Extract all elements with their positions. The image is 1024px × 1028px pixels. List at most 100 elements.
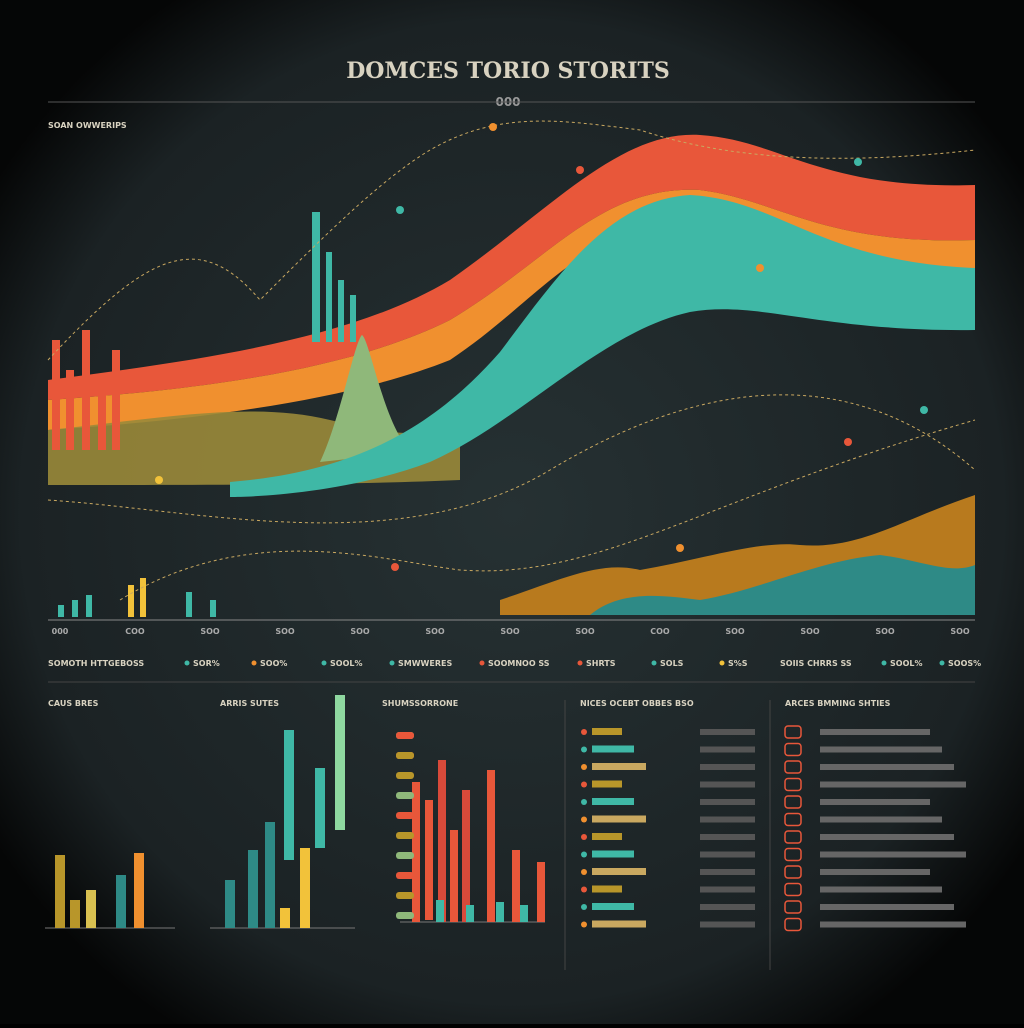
legend-swatch <box>479 660 485 666</box>
row-bar <box>592 850 634 858</box>
row-dot <box>581 764 587 770</box>
legend-label: SHRTS <box>586 659 616 668</box>
legend-swatch <box>939 660 945 666</box>
row-bar <box>700 816 755 823</box>
axis-label: SOO <box>425 627 445 636</box>
axis-label: SOO <box>275 627 295 636</box>
trend-line <box>47 394 976 524</box>
legend-label: SOOS% <box>948 659 981 668</box>
axis-label: SOO <box>350 627 370 636</box>
row-dot <box>581 781 587 788</box>
axis-label: SOO <box>800 627 820 636</box>
row-chip <box>784 917 802 932</box>
row-bar <box>592 920 646 928</box>
row-bar <box>592 885 622 893</box>
legend-label: SMWWERES <box>398 659 452 668</box>
legend-label: SOMOTH HTTGEBOSS <box>48 659 144 668</box>
legend-swatch <box>184 660 190 666</box>
row-chip <box>784 847 802 862</box>
axis-label: SOO <box>200 627 220 636</box>
legend-label: SOOMNOO SS <box>488 659 550 668</box>
legend-label: SOIIS CHRRS SS <box>780 659 852 668</box>
legend-swatch <box>251 660 257 666</box>
row-dot <box>581 921 587 928</box>
legend-swatch <box>881 660 887 666</box>
legend-label: SOOL% <box>890 659 922 668</box>
row-bar <box>592 815 646 823</box>
row-chip <box>784 865 802 879</box>
row-bar <box>592 745 634 753</box>
row-bar <box>396 732 414 739</box>
row-bar <box>820 816 942 823</box>
row-bar <box>396 892 414 899</box>
legend-swatch <box>651 660 657 666</box>
legend: SOMOTH HTTGEBOSS SOR% SOO% SOOL% SMWWERES SOO… <box>48 659 981 668</box>
row-dot <box>581 886 587 893</box>
axis-label: SOO <box>875 627 895 636</box>
section-label: SOAN OWWERIPS <box>48 121 127 130</box>
row-bar <box>396 832 414 839</box>
axis-label: SOO <box>725 627 745 636</box>
row-bar <box>592 728 622 735</box>
panel-titles: CAUS BRES ARRIS SUTES SHUMSSORRONE NICES OC… <box>48 699 891 708</box>
row-dot <box>581 869 587 875</box>
trend-line <box>119 419 976 601</box>
legend-swatch <box>389 660 395 666</box>
row-bar <box>592 833 622 840</box>
row-bar <box>700 781 755 788</box>
row-chip <box>784 812 802 827</box>
row-chip <box>784 882 802 897</box>
panel-title: CAUS BRES <box>48 699 99 708</box>
row-bar <box>820 799 930 805</box>
axis-label: SOO <box>500 627 520 636</box>
panel-title: NICES OCEBT OBBES BSO <box>580 699 694 708</box>
row-dot <box>581 834 587 840</box>
row-bar <box>592 763 646 770</box>
row-bar <box>592 868 646 875</box>
row-bar <box>396 852 414 859</box>
row-bar <box>396 872 414 879</box>
row-dot <box>581 799 587 805</box>
row-bar <box>820 781 966 788</box>
axis-label: 000 <box>52 627 69 636</box>
row-bar <box>396 812 414 819</box>
axis-labels: 000 COO SOO SOO SOO SOO SOO SOO COO SOO SOO SOO SOO <box>52 627 970 636</box>
legend-label: SOO% <box>260 659 287 668</box>
row-bar <box>592 780 622 788</box>
row-bar <box>700 869 755 875</box>
axis-label: COO <box>125 627 145 636</box>
row-chip <box>784 760 802 774</box>
axis-label: SOO <box>950 627 970 636</box>
row-dot <box>581 904 587 910</box>
row-bar <box>820 851 966 858</box>
row-bar <box>700 886 755 893</box>
panel-charts <box>45 695 771 970</box>
legend-label: S%S <box>728 659 748 668</box>
panel-title: ARCES BMMING SHTIES <box>785 699 891 708</box>
row-bar <box>700 904 755 910</box>
row-bar <box>700 921 755 928</box>
row-chip <box>784 830 802 844</box>
legend-swatch <box>577 660 583 666</box>
row-bar <box>820 746 942 753</box>
row-bar <box>396 772 414 779</box>
axis-label: SOO <box>575 627 595 636</box>
panel-title: SHUMSSORRONE <box>382 699 458 708</box>
row-bar <box>820 729 930 735</box>
row-bar <box>820 764 954 770</box>
dots <box>155 123 928 571</box>
row-bar <box>396 912 414 919</box>
legend-label: SOR% <box>193 659 220 668</box>
row-bar <box>820 886 942 893</box>
row-chip <box>784 725 802 739</box>
legend-label: SOOL% <box>330 659 362 668</box>
row-dot <box>581 851 587 858</box>
row-bar <box>700 729 755 735</box>
row-bar <box>820 834 954 840</box>
list-rows <box>396 725 966 932</box>
row-bar <box>592 798 634 805</box>
panel-title: ARRIS SUTES <box>220 699 279 708</box>
title: DOMCES TORIO STORITS <box>346 58 670 84</box>
row-bar <box>700 834 755 840</box>
